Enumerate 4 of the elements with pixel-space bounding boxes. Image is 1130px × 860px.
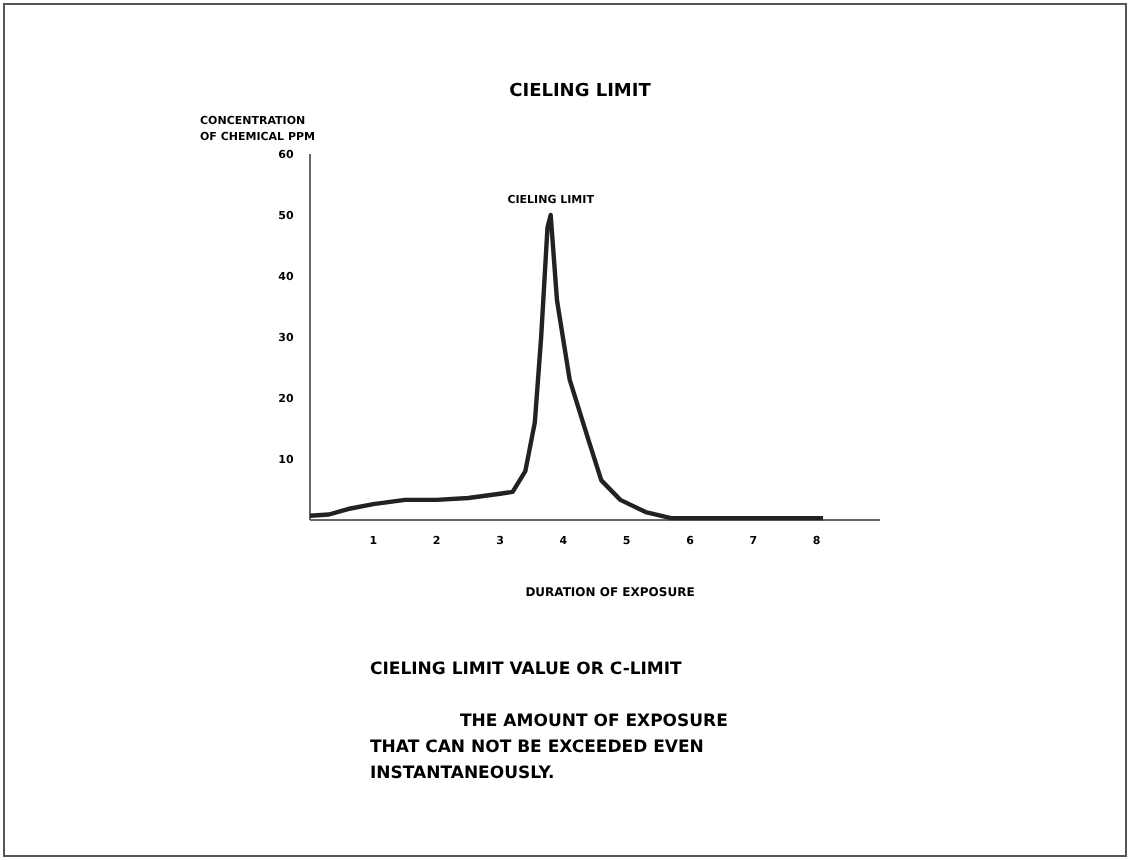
chart-title: CIELING LIMIT (509, 82, 653, 102)
text: THE AMOUNT OF EXPOSURE THAT CAN NOT BE EXCEEDED EVEN INSTANTANEOUSLY. (370, 712, 729, 784)
line-series (307, 212, 826, 521)
text: CIELING LIMIT VALUE OR C-LIMIT (370, 660, 683, 680)
